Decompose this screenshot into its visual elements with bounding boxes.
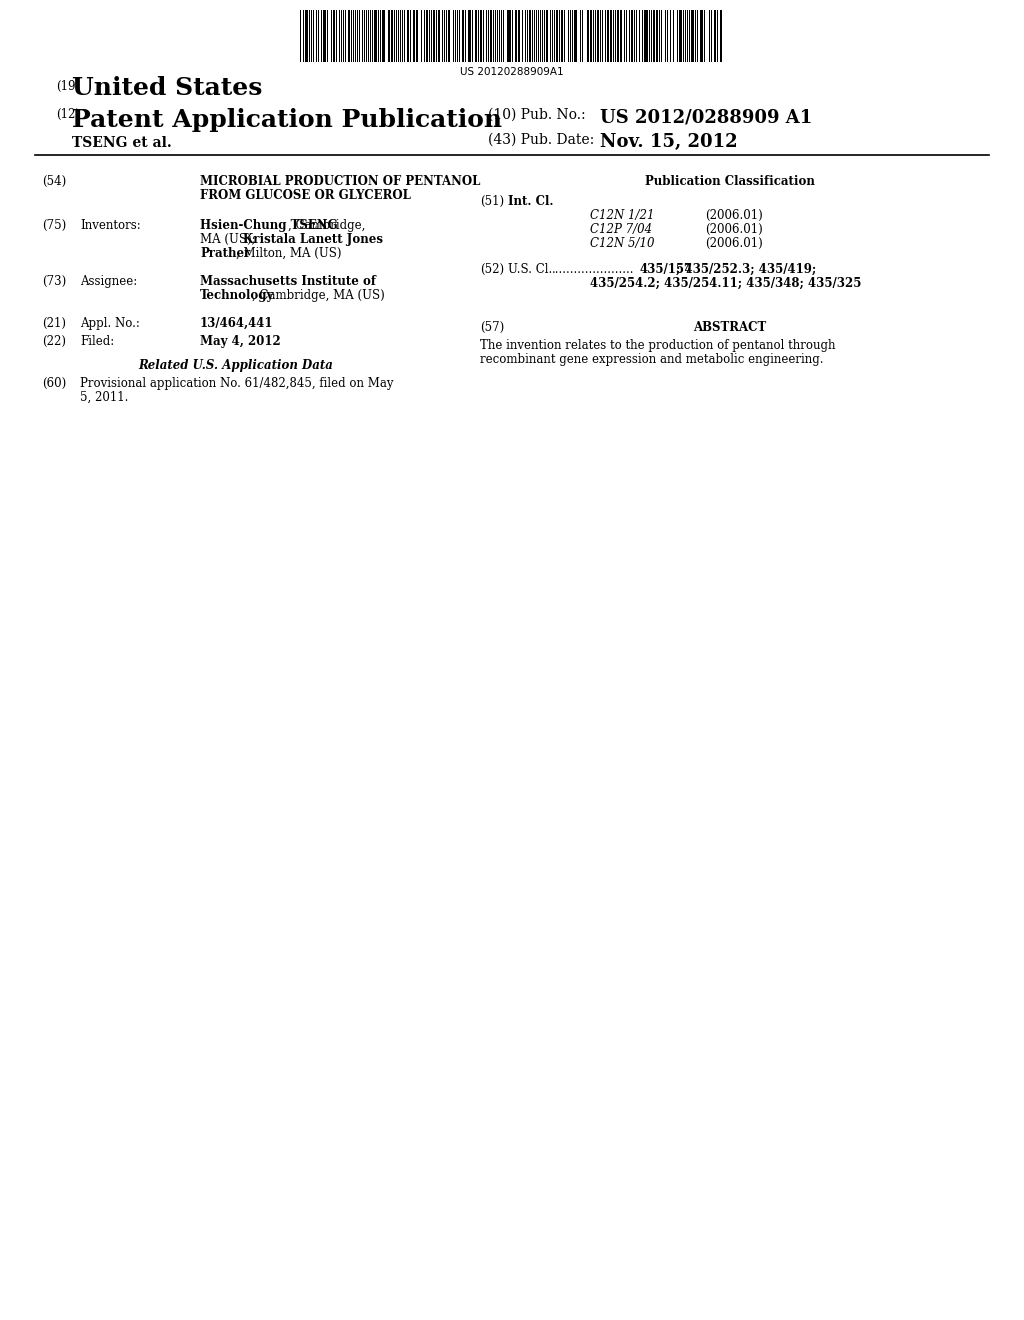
Text: Related U.S. Application Data: Related U.S. Application Data (138, 359, 334, 372)
Bar (468, 11, 471, 62)
Text: ......................: ...................... (552, 263, 635, 276)
Text: TSENG et al.: TSENG et al. (72, 136, 172, 150)
Text: US 2012/0288909 A1: US 2012/0288909 A1 (600, 108, 812, 125)
Text: C12N 1/21: C12N 1/21 (590, 209, 654, 222)
Text: Assignee:: Assignee: (80, 275, 137, 288)
Text: (2006.01): (2006.01) (705, 223, 763, 236)
Bar (305, 11, 308, 62)
Bar (610, 11, 612, 62)
Text: ; 435/252.3; 435/419;: ; 435/252.3; 435/419; (677, 263, 817, 276)
Bar (433, 11, 435, 62)
Text: (2006.01): (2006.01) (705, 238, 763, 249)
Bar (720, 11, 722, 62)
Bar (679, 11, 682, 62)
Text: ABSTRACT: ABSTRACT (693, 321, 767, 334)
Bar (413, 11, 415, 62)
Text: 435/254.2; 435/254.11; 435/348; 435/325: 435/254.2; 435/254.11; 435/348; 435/325 (590, 277, 861, 290)
Text: C12P 7/04: C12P 7/04 (590, 223, 652, 236)
Text: 435/157: 435/157 (640, 263, 693, 276)
Bar (561, 11, 563, 62)
Bar (374, 11, 377, 62)
Text: , Milton, MA (US): , Milton, MA (US) (237, 247, 342, 260)
Text: U.S. Cl.: U.S. Cl. (508, 263, 552, 276)
Text: Massachusetts Institute of: Massachusetts Institute of (200, 275, 376, 288)
Text: , Cambridge, MA (US): , Cambridge, MA (US) (252, 289, 385, 302)
Text: (21): (21) (42, 317, 66, 330)
Bar (382, 11, 385, 62)
Bar (515, 11, 517, 62)
Text: 5, 2011.: 5, 2011. (80, 391, 128, 404)
Bar (475, 11, 477, 62)
Bar (620, 11, 622, 62)
Text: (54): (54) (42, 176, 67, 187)
Bar (714, 11, 716, 62)
Text: (73): (73) (42, 275, 67, 288)
Bar (556, 11, 558, 62)
Bar (348, 11, 350, 62)
Bar (700, 11, 703, 62)
Bar (462, 11, 464, 62)
Bar (574, 11, 577, 62)
Text: recombinant gene expression and metabolic engineering.: recombinant gene expression and metaboli… (480, 352, 823, 366)
Text: Technology: Technology (200, 289, 274, 302)
Text: Prather: Prather (200, 247, 251, 260)
Bar (597, 11, 599, 62)
Text: Inventors:: Inventors: (80, 219, 140, 232)
Bar (590, 11, 592, 62)
Bar (407, 11, 409, 62)
Bar (653, 11, 655, 62)
Bar (426, 11, 428, 62)
Text: MA (US);: MA (US); (200, 234, 259, 246)
Bar (438, 11, 440, 62)
Bar (507, 11, 511, 62)
Bar (691, 11, 694, 62)
Bar (416, 11, 418, 62)
Text: 13/464,441: 13/464,441 (200, 317, 273, 330)
Bar (388, 11, 390, 62)
Text: Int. Cl.: Int. Cl. (508, 195, 554, 209)
Bar (631, 11, 633, 62)
Text: C12N 5/10: C12N 5/10 (590, 238, 654, 249)
Text: (75): (75) (42, 219, 67, 232)
Text: , Cambridge,: , Cambridge, (289, 219, 366, 232)
Text: (12): (12) (56, 108, 80, 121)
Bar (490, 11, 492, 62)
Bar (480, 11, 482, 62)
Text: (43) Pub. Date:: (43) Pub. Date: (488, 133, 594, 147)
Bar (529, 11, 531, 62)
Text: US 20120288909A1: US 20120288909A1 (460, 67, 564, 77)
Text: (22): (22) (42, 335, 66, 348)
Text: Filed:: Filed: (80, 335, 115, 348)
Text: May 4, 2012: May 4, 2012 (200, 335, 281, 348)
Bar (518, 11, 520, 62)
Bar (323, 11, 326, 62)
Text: United States: United States (72, 77, 262, 100)
Bar (617, 11, 618, 62)
Bar (333, 11, 335, 62)
Bar (607, 11, 609, 62)
Text: Appl. No.:: Appl. No.: (80, 317, 140, 330)
Text: Nov. 15, 2012: Nov. 15, 2012 (600, 133, 737, 150)
Text: (57): (57) (480, 321, 504, 334)
Bar (587, 11, 589, 62)
Text: Hsien-Chung TSENG: Hsien-Chung TSENG (200, 219, 338, 232)
Text: Patent Application Publication: Patent Application Publication (72, 108, 502, 132)
Text: MICROBIAL PRODUCTION OF PENTANOL: MICROBIAL PRODUCTION OF PENTANOL (200, 176, 480, 187)
Text: Kristala Lanett Jones: Kristala Lanett Jones (244, 234, 383, 246)
Text: (52): (52) (480, 263, 504, 276)
Bar (449, 11, 450, 62)
Text: The invention relates to the production of pentanol through: The invention relates to the production … (480, 339, 836, 352)
Bar (391, 11, 393, 62)
Text: Provisional application No. 61/482,845, filed on May: Provisional application No. 61/482,845, … (80, 378, 393, 389)
Text: (60): (60) (42, 378, 67, 389)
Text: (51): (51) (480, 195, 504, 209)
Text: (19): (19) (56, 81, 80, 92)
Text: (2006.01): (2006.01) (705, 209, 763, 222)
Bar (546, 11, 548, 62)
Bar (656, 11, 658, 62)
Text: FROM GLUCOSE OR GLYCEROL: FROM GLUCOSE OR GLYCEROL (200, 189, 411, 202)
Text: Publication Classification: Publication Classification (645, 176, 815, 187)
Text: (10) Pub. No.:: (10) Pub. No.: (488, 108, 586, 121)
Bar (644, 11, 648, 62)
